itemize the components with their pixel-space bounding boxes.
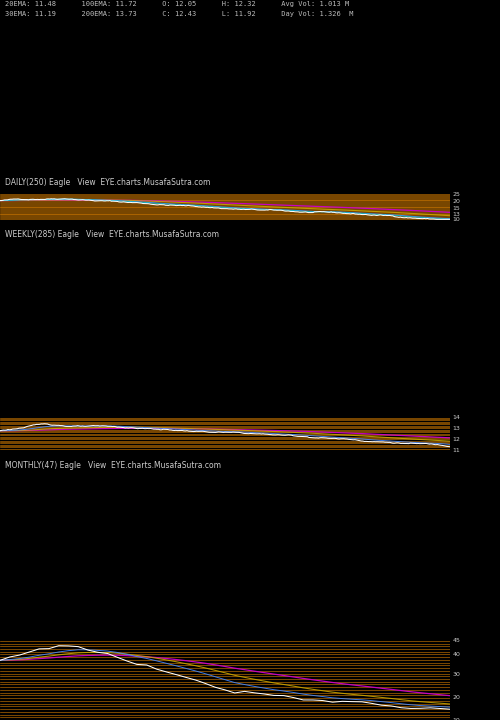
Text: 10: 10 — [452, 718, 460, 720]
Text: WEEKLY(285) Eagle   View  EYE.charts.MusafaSutra.com: WEEKLY(285) Eagle View EYE.charts.Musafa… — [5, 230, 219, 239]
Text: 13: 13 — [452, 426, 460, 431]
Text: 40: 40 — [452, 652, 460, 657]
Text: 14: 14 — [452, 415, 460, 420]
Text: 20: 20 — [452, 199, 460, 204]
Text: 12: 12 — [452, 437, 460, 442]
Text: 30: 30 — [452, 672, 460, 678]
Text: 20: 20 — [452, 695, 460, 700]
Text: 20EMA: 11.48      100EMA: 11.72      O: 12.05      H: 12.32      Avg Vol: 1.013 : 20EMA: 11.48 100EMA: 11.72 O: 12.05 H: 1… — [5, 1, 349, 7]
Text: DAILY(250) Eagle   View  EYE.charts.MusafaSutra.com: DAILY(250) Eagle View EYE.charts.MusafaS… — [5, 179, 210, 187]
Text: 13: 13 — [452, 212, 460, 217]
Text: 15: 15 — [452, 206, 460, 211]
Text: 25: 25 — [452, 192, 460, 197]
Text: 30EMA: 11.19      200EMA: 13.73      C: 12.43      L: 11.92      Day Vol: 1.326 : 30EMA: 11.19 200EMA: 13.73 C: 12.43 L: 1… — [5, 11, 354, 17]
Text: MONTHLY(47) Eagle   View  EYE.charts.MusafaSutra.com: MONTHLY(47) Eagle View EYE.charts.Musafa… — [5, 461, 221, 470]
Text: 11: 11 — [452, 448, 460, 452]
Text: 45: 45 — [452, 639, 460, 643]
Text: 10: 10 — [452, 217, 460, 222]
